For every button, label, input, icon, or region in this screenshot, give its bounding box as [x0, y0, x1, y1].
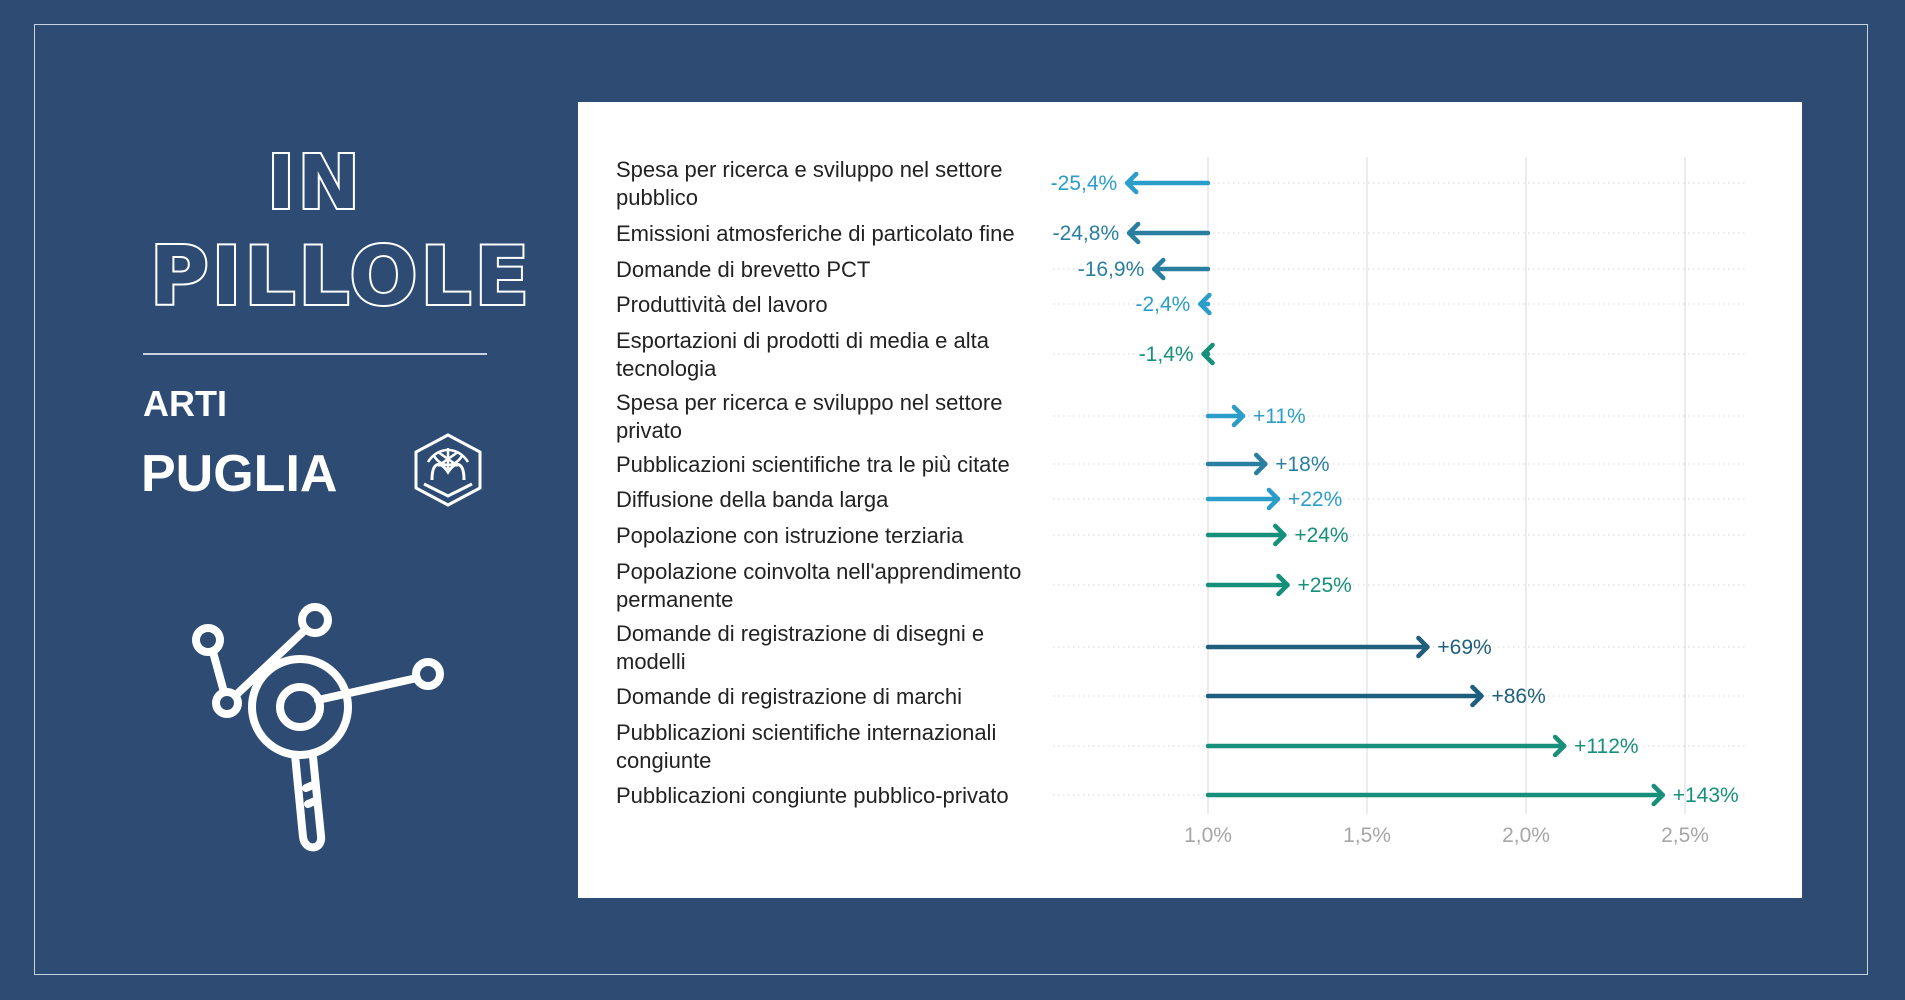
category-label: Domande di registrazione di marchi	[616, 684, 962, 709]
chart-panel: 1,0% 1,5% 2,0% 2,5% Spesa per ricerca e svil…	[578, 102, 1802, 898]
arrow-head	[1201, 342, 1215, 366]
title-line-1: IN	[265, 138, 363, 228]
value-label: -16,9%	[1078, 258, 1145, 281]
title-line-2: PILLOLE	[148, 228, 533, 325]
category-label: Pubblicazioni scientifiche tra le più ci…	[616, 452, 1010, 477]
value-label: +24%	[1294, 524, 1348, 547]
divider	[143, 353, 487, 355]
value-label: -25,4%	[1051, 172, 1118, 195]
arrow-head	[1416, 635, 1430, 659]
arrow-head	[1276, 573, 1290, 597]
value-label: -24,8%	[1053, 222, 1120, 245]
category-label: Domande di registrazione di disegni e mod…	[616, 621, 984, 674]
value-label: -1,4%	[1139, 343, 1194, 366]
arti-logo-icon	[410, 432, 486, 513]
value-label: +143%	[1673, 784, 1739, 807]
category-label: Spesa per ricerca e sviluppo nel settore…	[616, 157, 1002, 210]
arrow-head	[1266, 487, 1281, 511]
magnifier-network-icon	[185, 592, 455, 867]
arrow-head	[1231, 404, 1246, 428]
value-label: +11%	[1253, 405, 1306, 428]
category-label: Spesa per ricerca e sviluppo nel settore…	[616, 390, 1002, 443]
value-label: +25%	[1298, 574, 1352, 597]
arrow-head	[1198, 292, 1212, 316]
category-label: Domande di brevetto PCT	[616, 257, 870, 282]
category-label: Emissioni atmosferiche di particolato fi…	[616, 221, 1015, 246]
x-tick-label: 2,5%	[1661, 824, 1709, 847]
subtitle: ARTI	[143, 383, 227, 424]
category-label: Popolazione con istruzione terziaria	[616, 523, 964, 548]
category-label: Produttività del lavoro	[616, 292, 828, 317]
category-label: Diffusione della banda larga	[616, 487, 889, 512]
value-label: +22%	[1288, 488, 1342, 511]
value-label: +86%	[1491, 685, 1545, 708]
x-tick-label: 2,0%	[1502, 824, 1550, 847]
value-label: +112%	[1574, 735, 1638, 758]
arrow-head	[1253, 452, 1268, 476]
value-label: -2,4%	[1136, 293, 1191, 316]
arrow-head	[1126, 221, 1141, 245]
value-label: +18%	[1275, 453, 1329, 476]
chart: 1,0% 1,5% 2,0% 2,5% Spesa per ricerca e svil…	[616, 157, 1745, 847]
arrow-head	[1124, 171, 1139, 195]
category-label: Pubblicazioni congiunte pubblico-privato	[616, 783, 1009, 808]
arrow-head	[1651, 783, 1665, 807]
arrow-head	[1470, 684, 1484, 708]
category-label: Esportazioni di prodotti di media e alta…	[616, 328, 990, 381]
region-name: PUGLIA	[141, 445, 338, 503]
x-tick-label: 1,0%	[1184, 824, 1232, 847]
arrow-head	[1552, 734, 1567, 758]
page-frame	[34, 24, 1868, 975]
category-label: Popolazione coinvolta nell'apprendimento…	[616, 559, 1021, 612]
value-label: +69%	[1437, 636, 1491, 659]
x-tick-label: 1,5%	[1343, 824, 1391, 847]
category-label: Pubblicazioni scientifiche internazional…	[616, 720, 996, 773]
arrow-head	[1152, 257, 1166, 281]
arrow-head	[1273, 523, 1287, 547]
